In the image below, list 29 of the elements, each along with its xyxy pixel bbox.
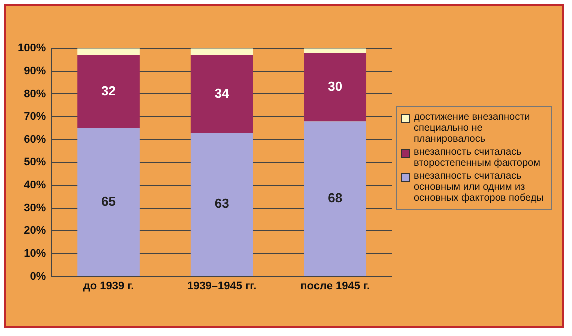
y-tick-label: 50% [24,156,46,169]
bar [78,128,140,276]
x-tick-label: до 1939 г. [83,280,134,292]
x-tick-label: после 1945 г. [300,280,370,292]
data-label: 68 [328,190,343,206]
bar [304,122,367,276]
bar [190,55,254,134]
y-tick-label: 10% [24,248,46,260]
data-label: 32 [102,84,116,99]
y-tick-label: 90% [24,65,46,78]
bar [304,53,367,122]
bar [78,55,140,128]
y-tick-label: 100% [18,42,46,55]
data-label: 30 [328,78,343,94]
legend-label: внезапность считалась основным или одним из основных факторов победы [414,171,545,204]
y-tick-label: 60% [24,134,46,146]
y-tick-label: 30% [24,202,46,214]
y-tick-label: 70% [24,111,46,124]
y-tick-label: 0% [30,270,46,283]
y-tick-label: 40% [24,180,46,192]
data-label: 65 [102,194,116,209]
x-tick-label: 1939–1945 гг. [187,280,257,292]
data-label: 63 [214,196,230,212]
bar [78,48,140,56]
bar [190,48,254,56]
data-label: 34 [214,86,230,101]
y-tick-label: 20% [24,225,46,238]
y-tick-label: 80% [24,88,46,100]
bar [190,133,254,276]
